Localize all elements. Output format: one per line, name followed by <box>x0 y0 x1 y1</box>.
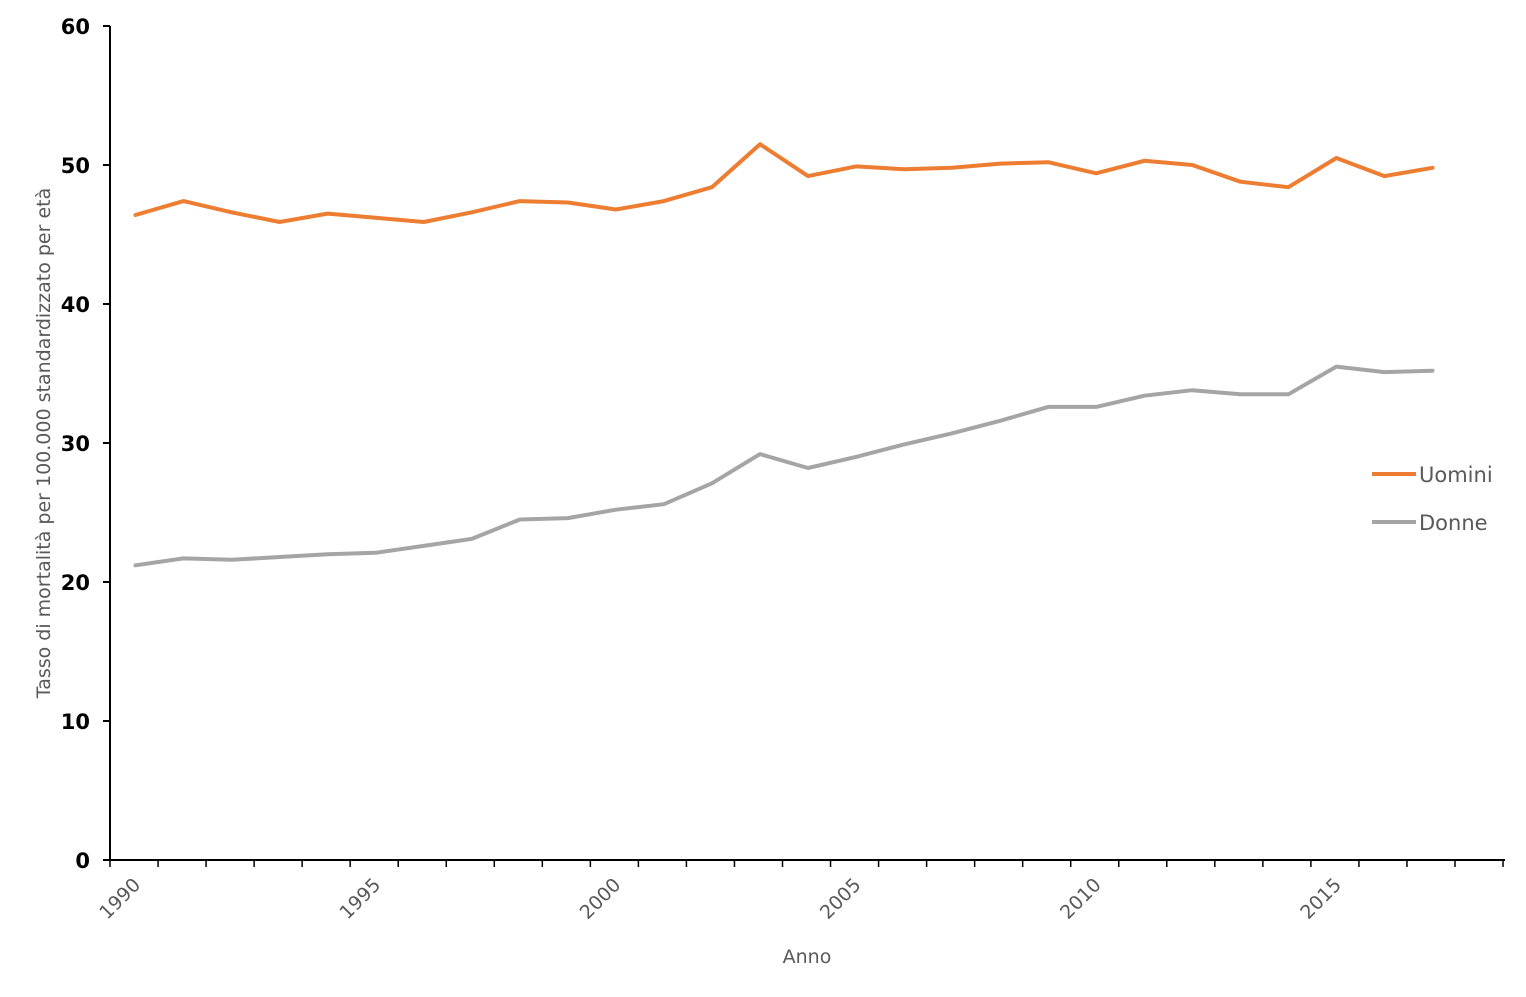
y-axis: 0 10 20 30 40 50 60 <box>61 15 111 873</box>
x-tick-label: 1990 <box>95 874 145 924</box>
x-tick-label: 2015 <box>1296 874 1346 924</box>
y-axis-title: Tasso di mortalità per 100.000 standardi… <box>33 188 55 700</box>
x-tick-label: 2000 <box>576 874 626 924</box>
y-tick-label: 40 <box>61 293 90 317</box>
legend-label: Donne <box>1419 511 1488 535</box>
y-tick-label: 10 <box>61 710 90 734</box>
y-tick-label: 30 <box>61 432 90 456</box>
x-tick-label: 2005 <box>816 874 866 924</box>
x-tick-label: 2010 <box>1056 874 1106 924</box>
legend: Uomini Donne <box>1372 463 1493 535</box>
y-tick-label: 0 <box>75 849 90 873</box>
x-axis: 1990 1995 2000 2005 2010 2015 <box>95 859 1505 924</box>
series-line-donne <box>133 364 1435 568</box>
series-layer <box>133 142 1435 568</box>
y-tick-label: 50 <box>61 154 90 178</box>
x-tick-label: 1995 <box>335 874 385 924</box>
legend-label: Uomini <box>1419 463 1493 487</box>
x-axis-title: Anno <box>783 946 832 968</box>
y-tick-label: 60 <box>61 15 90 39</box>
series-line-uomini <box>133 142 1435 224</box>
y-tick-label: 20 <box>61 571 90 595</box>
